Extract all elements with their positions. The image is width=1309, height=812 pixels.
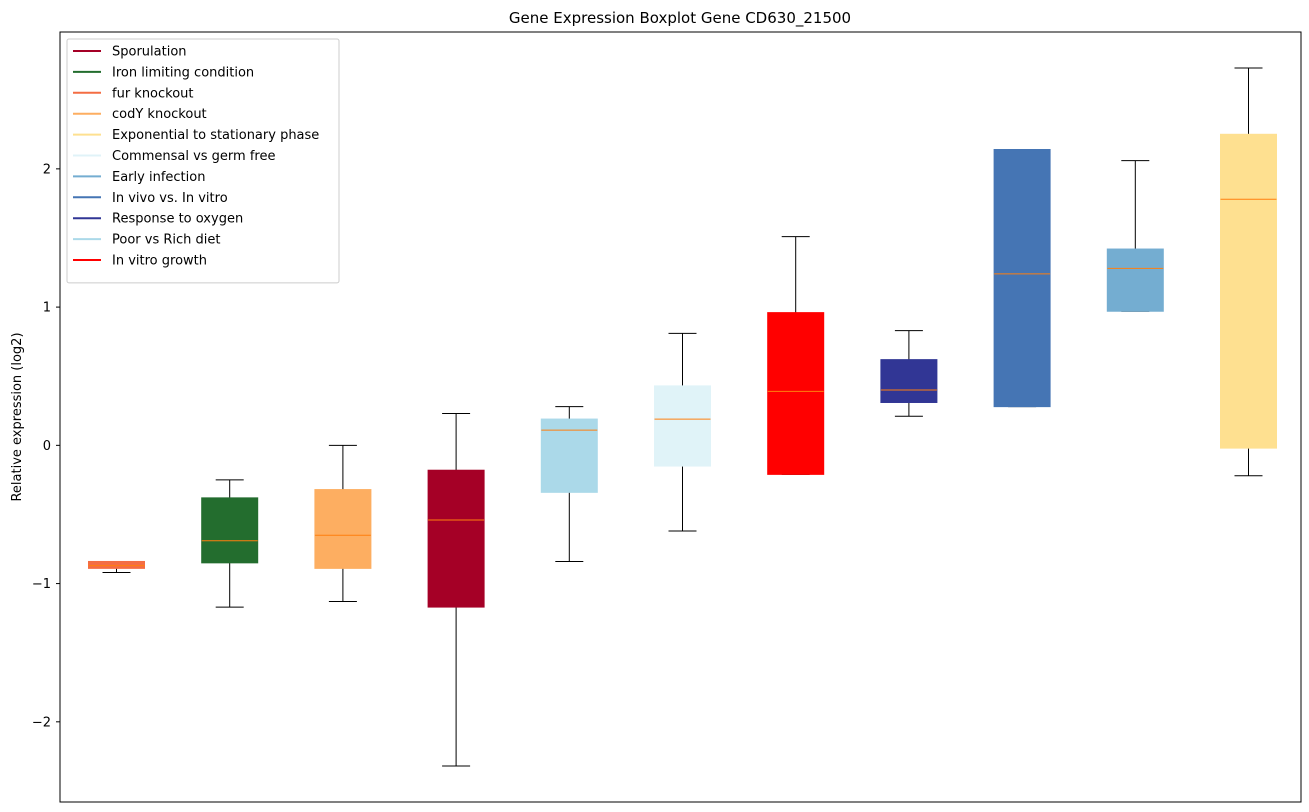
box-iqr <box>540 418 598 493</box>
box-7 <box>767 236 825 475</box>
legend-label: Sporulation <box>112 45 187 60</box>
box-iqr <box>314 489 372 569</box>
box-6 <box>654 332 711 532</box>
y-tick-label: −2 <box>32 715 51 730</box>
legend-label: codY knockout <box>112 107 207 122</box>
legend-label: Commensal vs germ free <box>112 149 275 164</box>
box-9 <box>993 149 1051 408</box>
boxes-layer <box>88 67 1277 767</box>
box-10 <box>1106 160 1164 312</box>
y-axis-label: Relative expression (log2) <box>10 332 25 501</box>
legend-label: Response to oxygen <box>112 212 243 227</box>
box-iqr <box>880 359 938 403</box>
legend-label: Early infection <box>112 170 205 185</box>
box-2 <box>201 479 259 608</box>
box-8 <box>880 330 938 417</box>
legend-label: Poor vs Rich diet <box>112 233 220 248</box>
legend-label: In vitro growth <box>112 254 207 269</box>
box-iqr <box>654 385 711 467</box>
y-tick-label: 2 <box>43 162 51 177</box>
legend-label: Iron limiting condition <box>112 65 254 80</box>
y-tick-label: 0 <box>43 439 51 454</box>
y-tick-label: 1 <box>43 301 51 316</box>
box-5 <box>540 406 598 562</box>
legend-label: In vivo vs. In vitro <box>112 191 228 206</box>
legend: Sporulation Iron limiting condition fur kn… <box>66 38 340 284</box>
y-tick-label: −1 <box>32 577 51 592</box>
legend-label: Exponential to stationary phase <box>112 128 319 143</box>
legend-frame <box>66 38 340 284</box>
box-iqr <box>427 469 485 608</box>
box-1 <box>88 560 145 574</box>
chart-title: Gene Expression Boxplot Gene CD630_21500 <box>509 9 851 28</box>
box-iqr <box>767 312 825 475</box>
plot-frame <box>59 31 1302 803</box>
box-11 <box>1220 67 1277 477</box>
legend-label: fur knockout <box>112 86 194 101</box>
box-iqr <box>1220 133 1277 449</box>
y-axis: 2 1 0 −1 −2 <box>32 162 60 730</box>
box-iqr <box>201 497 259 564</box>
box-iqr <box>88 560 145 569</box>
box-iqr <box>993 149 1051 408</box>
box-3 <box>314 444 372 603</box>
box-iqr <box>1106 248 1164 312</box>
box-4 <box>427 413 485 767</box>
